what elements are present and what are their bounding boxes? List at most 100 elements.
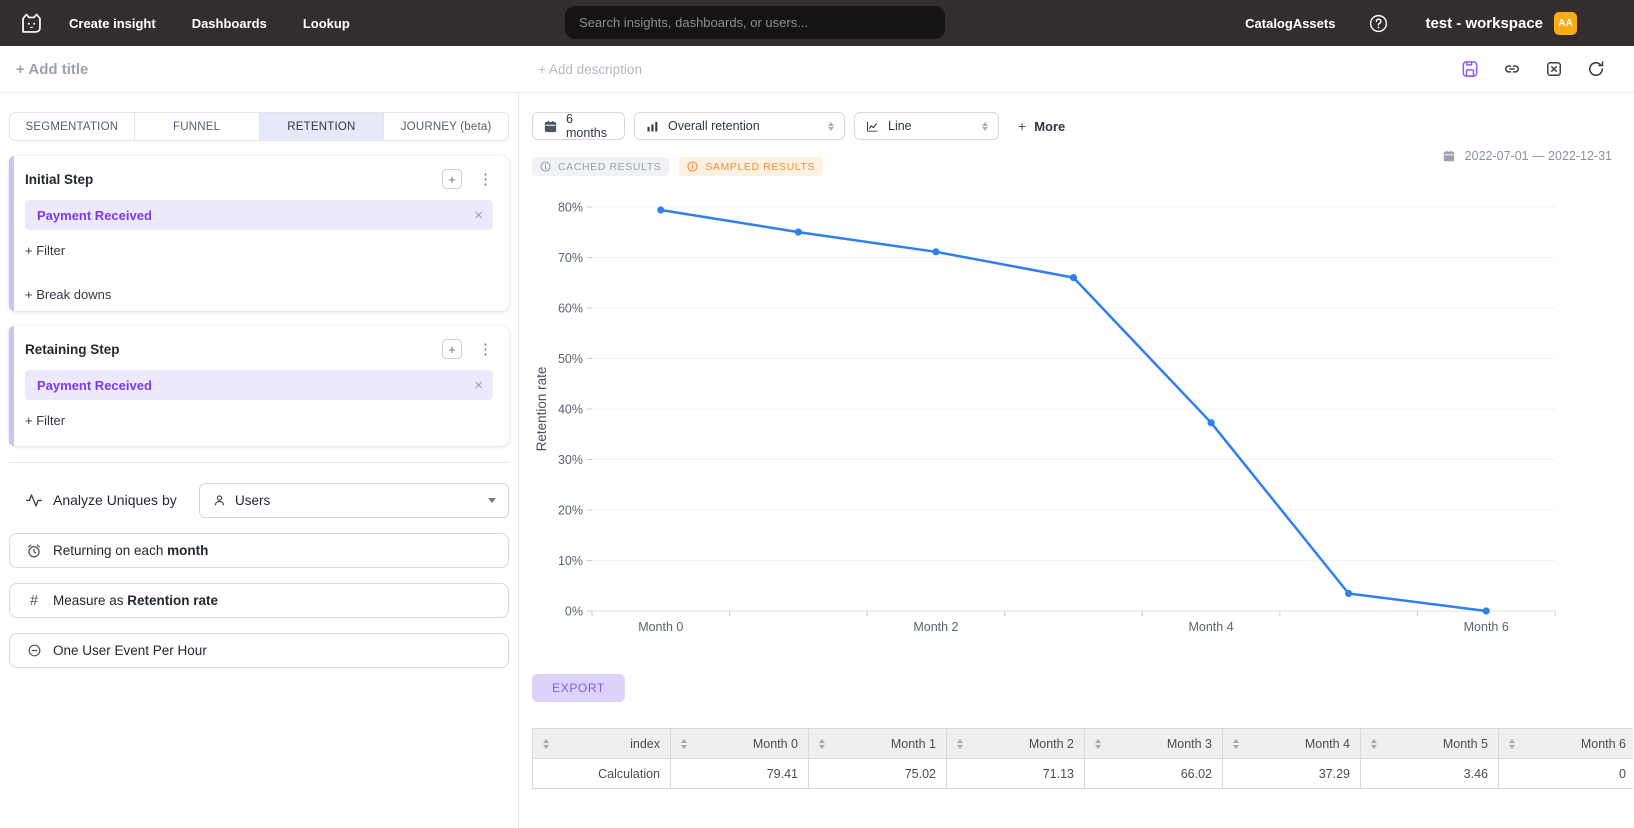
column-label: Month 6: [1580, 736, 1626, 751]
add-filter-button[interactable]: + Filter: [25, 243, 66, 258]
column-header[interactable]: Month 6: [1498, 728, 1633, 759]
add-step-icon[interactable]: +: [442, 339, 462, 359]
date-window-value: 6 months: [566, 112, 607, 140]
metric-select[interactable]: Overall retention: [634, 112, 845, 140]
export-button[interactable]: EXPORT: [532, 674, 625, 702]
global-search[interactable]: [565, 6, 945, 39]
top-nav: Create insight Dashboards Lookup Catalog…: [0, 0, 1634, 46]
table-cell: Calculation: [532, 758, 671, 789]
logo-cat-icon[interactable]: [18, 10, 45, 37]
results-table: index Month 0 Month 1 Month 2 Month 3 Month 4…: [532, 728, 1633, 789]
column-label: Month 2: [1028, 736, 1074, 751]
tab-segmentation[interactable]: SEGMENTATION: [10, 113, 135, 140]
add-title-field[interactable]: + Add title: [16, 60, 89, 78]
column-header[interactable]: index: [532, 728, 671, 759]
chart-type-select[interactable]: Line: [854, 112, 999, 140]
y-tick-label: 40%: [558, 403, 583, 417]
table-cell: 37.29: [1222, 758, 1361, 789]
hash-icon: #: [29, 592, 39, 609]
remove-event-icon[interactable]: ×: [474, 376, 483, 394]
one-event-per-hour-option[interactable]: One User Event Per Hour: [9, 633, 509, 668]
column-header[interactable]: Month 0: [670, 728, 809, 759]
user-icon: [212, 493, 227, 508]
add-filter-button[interactable]: + Filter: [25, 413, 66, 428]
date-range[interactable]: 2022-07-01 — 2022-12-31: [1442, 149, 1612, 163]
insight-header: + Add title + Add description: [0, 46, 1634, 93]
status-badges: CACHED RESULTS SAMPLED RESULTS: [532, 157, 1634, 176]
data-point: [1345, 589, 1353, 598]
sort-icon[interactable]: [1233, 738, 1239, 749]
workspace-name[interactable]: test - workspace: [1425, 14, 1543, 32]
y-tick-label: 0%: [565, 605, 583, 619]
option-text: Returning on each: [53, 543, 168, 558]
column-header[interactable]: Month 1: [808, 728, 947, 759]
nav-dashboards[interactable]: Dashboards: [191, 15, 267, 31]
kebab-menu-icon[interactable]: ⋮: [478, 170, 493, 188]
calendar-icon: [543, 119, 558, 134]
sampled-results-badge: SAMPLED RESULTS: [679, 157, 824, 176]
metric-value: Overall retention: [668, 119, 760, 133]
copy-link-icon[interactable]: [1502, 59, 1522, 79]
returning-on-option[interactable]: Returning on each month: [9, 533, 509, 568]
sort-icon[interactable]: [681, 738, 687, 749]
chart-controls: 6 months Overall retention: [532, 112, 1634, 140]
divider: [9, 462, 509, 463]
column-label: Month 5: [1442, 736, 1488, 751]
data-point: [1482, 607, 1490, 615]
analyze-by-select[interactable]: Users: [199, 482, 509, 518]
column-header[interactable]: Month 2: [946, 728, 1085, 759]
retaining-step-card: Retaining Step + ⋮ Payment Received × + …: [9, 326, 509, 446]
column-label: Month 0: [752, 736, 798, 751]
more-button[interactable]: + More: [1018, 118, 1066, 134]
tab-journey[interactable]: JOURNEY (beta): [400, 120, 492, 133]
add-breakdowns-button[interactable]: + Break downs: [25, 287, 112, 302]
search-input[interactable]: [579, 15, 931, 30]
y-tick-label: 60%: [558, 302, 583, 316]
sort-icon[interactable]: [957, 738, 963, 749]
event-chip-label: Payment Received: [37, 377, 152, 393]
add-description-field[interactable]: + Add description: [538, 61, 642, 77]
waveform-icon: [24, 490, 44, 510]
y-tick-label: 30%: [558, 453, 583, 467]
date-window-button[interactable]: 6 months: [532, 112, 625, 140]
remove-event-icon[interactable]: ×: [474, 206, 483, 224]
option-value: month: [167, 543, 209, 558]
column-header[interactable]: Month 3: [1084, 728, 1223, 759]
x-tick-label: Month 2: [913, 620, 958, 634]
kebab-menu-icon[interactable]: ⋮: [478, 340, 493, 358]
nav-catalog[interactable]: Catalog: [1245, 15, 1293, 31]
refresh-icon[interactable]: [1586, 59, 1606, 79]
plus-icon: +: [1018, 118, 1027, 134]
add-step-icon[interactable]: +: [442, 169, 462, 189]
event-chip[interactable]: Payment Received ×: [25, 370, 493, 400]
table-cell: 79.41: [670, 758, 809, 789]
save-icon[interactable]: [1460, 59, 1480, 79]
tab-funnel[interactable]: FUNNEL: [135, 113, 260, 140]
table-cell: 66.02: [1084, 758, 1223, 789]
close-box-icon[interactable]: [1544, 59, 1564, 79]
event-chip[interactable]: Payment Received ×: [25, 200, 493, 230]
data-point: [657, 206, 665, 214]
y-tick-label: 80%: [558, 201, 583, 215]
column-header[interactable]: Month 4: [1222, 728, 1361, 759]
measure-as-option[interactable]: # Measure as Retention rate: [9, 583, 509, 618]
sort-icon[interactable]: [1509, 738, 1515, 749]
insight-type-tabs: SEGMENTATION FUNNEL RETENTION JOURNEY (b…: [9, 112, 509, 141]
topnav-right: Catalog Assets test - workspace AA: [1245, 11, 1577, 35]
data-point: [1207, 419, 1215, 427]
column-header[interactable]: Month 5: [1360, 728, 1499, 759]
sort-icon[interactable]: [1371, 738, 1377, 749]
tab-retention[interactable]: RETENTION: [259, 113, 385, 140]
nav-assets[interactable]: Assets: [1292, 15, 1336, 31]
column-label: Month 1: [890, 736, 936, 751]
table-cell: 0: [1498, 758, 1633, 789]
sort-icon[interactable]: [1095, 738, 1101, 749]
column-label: Month 3: [1166, 736, 1212, 751]
help-icon[interactable]: [1368, 13, 1389, 34]
avatar[interactable]: AA: [1554, 11, 1577, 35]
sort-icon[interactable]: [819, 738, 825, 749]
sort-icon[interactable]: [543, 738, 549, 749]
nav-lookup[interactable]: Lookup: [302, 15, 350, 31]
x-tick-label: Month 6: [1464, 620, 1509, 634]
nav-create-insight[interactable]: Create insight: [69, 15, 156, 31]
